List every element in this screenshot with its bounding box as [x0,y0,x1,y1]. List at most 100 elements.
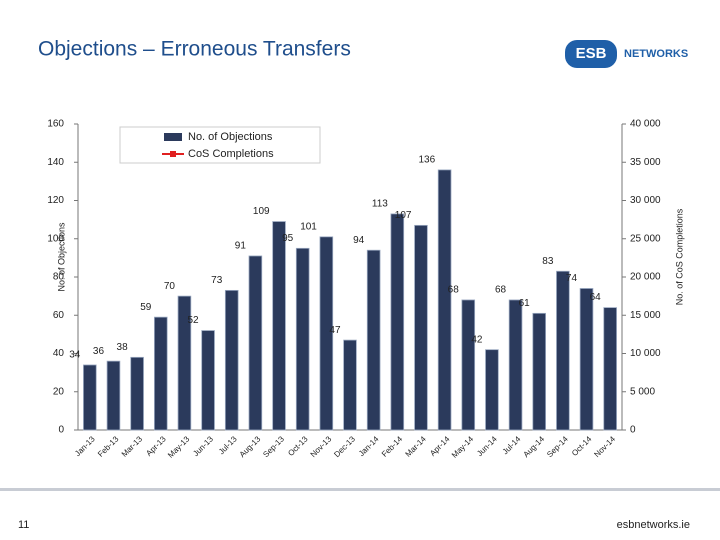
value-label: 36 [93,346,105,357]
bar [603,307,617,431]
bar [556,270,570,431]
bar [390,213,405,431]
x-tick-label: Oct-14 [570,434,594,458]
y2-tick-label: 40 000 [630,119,661,130]
bar [414,224,428,431]
y-tick-label: 80 [53,272,65,283]
bar [153,316,168,431]
value-label: 64 [590,292,602,303]
x-tick-label: Apr-14 [428,434,452,458]
legend-box [119,126,321,164]
value-label: 34 [69,350,81,361]
y2-tick-label: 20 000 [630,272,661,283]
x-tick-label: Jul-14 [501,434,523,456]
value-label: 109 [253,206,270,217]
page-number: 11 [18,519,29,531]
legend-label: No. of Objections [188,131,273,143]
bar [201,330,215,431]
bar [177,295,192,431]
bar [461,299,476,431]
bar [106,360,121,431]
bar [130,356,144,431]
y-tick-label: 160 [47,119,64,130]
x-tick-label: Mar-13 [120,434,145,459]
bar [579,288,594,431]
y2-tick-label: 35 000 [630,157,661,168]
y2-tick-label: 25 000 [630,233,661,244]
bar [366,249,381,431]
value-label: 107 [395,210,412,221]
x-tick-label: Nov-14 [592,434,617,459]
x-tick-label: Sep-13 [261,434,286,459]
y-tick-label: 120 [47,195,64,206]
value-label: 47 [329,325,341,336]
legend-label: CoS Completions [188,148,274,160]
bar [532,312,547,431]
footer-line [0,488,720,491]
bar [295,247,310,431]
logo-badge [565,40,617,68]
x-tick-label: Oct-13 [286,434,310,458]
y-tick-label: 140 [47,157,64,168]
bar [272,221,286,431]
value-label: 94 [353,235,365,246]
y2-tick-label: 0 [630,425,636,436]
bar [224,289,239,431]
x-tick-label: Jan-13 [73,434,97,458]
y-tick-label: 0 [58,425,64,436]
y2-tick-label: 10 000 [630,348,661,359]
logo-sub: NETWORKS [624,48,688,60]
logo: ESB [576,45,607,62]
site: esbnetworks.ie [617,519,690,531]
legend-swatch [164,133,182,141]
x-tick-label: May-13 [166,434,192,460]
x-tick-label: Sep-14 [545,434,570,459]
x-tick-label: Aug-13 [238,434,263,459]
y-tick-label: 100 [47,233,64,244]
x-tick-label: Apr-13 [144,434,168,458]
bar [83,364,97,431]
value-label: 83 [542,256,554,267]
value-label: 61 [519,298,531,309]
bar [485,349,499,431]
x-tick-label: Jul-13 [217,434,239,456]
x-tick-label: Nov-13 [309,434,334,459]
bar [248,255,263,431]
y-tick-label: 20 [53,386,65,397]
value-label: 101 [300,221,317,232]
value-label: 42 [471,334,483,345]
y2-tick-label: 30 000 [630,195,661,206]
x-tick-label: Feb-14 [380,434,405,459]
slide-title: Objections – Erroneous Transfers [38,38,351,61]
value-label: 73 [211,275,223,286]
value-label: 68 [495,285,507,296]
bar [437,169,452,431]
y-axis-label: No. of Objections [56,222,66,292]
y2-tick-label: 5 000 [630,386,655,397]
value-label: 52 [188,315,200,326]
x-tick-label: Jun-13 [191,434,215,458]
bar [319,236,334,431]
x-tick-label: May-14 [450,434,476,460]
y-tick-label: 60 [53,310,65,321]
x-tick-label: Feb-13 [96,434,121,459]
y2-tick-label: 15 000 [630,310,661,321]
bar [508,299,523,431]
x-tick-label: Jan-14 [357,434,381,458]
legend-marker [170,151,176,157]
y2-axis-label: No. of CoS Completions [674,208,684,305]
value-label: 68 [448,285,460,296]
value-label: 59 [140,302,152,313]
value-label: 91 [235,241,247,252]
x-tick-label: Jun-14 [475,434,499,458]
x-tick-label: Aug-14 [522,434,547,459]
y-tick-label: 40 [53,348,65,359]
bar [343,339,357,431]
x-tick-label: Dec-13 [332,434,357,459]
value-label: 95 [282,233,294,244]
x-tick-label: Mar-14 [404,434,429,459]
value-label: 38 [117,342,129,353]
value-label: 74 [566,273,578,284]
value-label: 136 [418,155,435,166]
